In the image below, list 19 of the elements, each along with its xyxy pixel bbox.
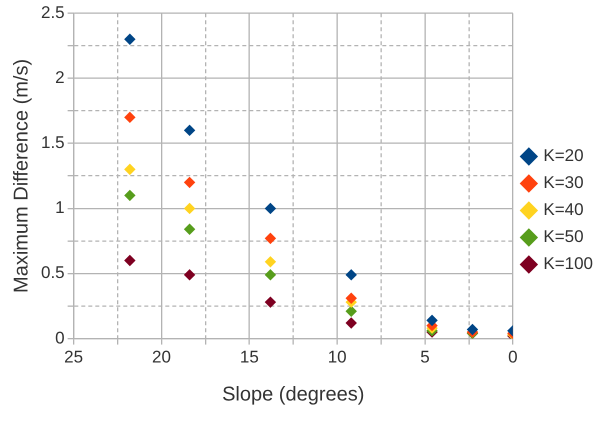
legend-label: K=40 xyxy=(543,200,584,220)
y-tick-label: 2.5 xyxy=(40,2,65,22)
legend-label: K=100 xyxy=(543,254,594,274)
x-tick-label: 5 xyxy=(420,347,430,366)
x-tick-label: 0 xyxy=(508,347,518,366)
y-tick-label: 1.5 xyxy=(40,133,65,152)
y-tick-label: 2 xyxy=(55,68,65,87)
x-axis-title: Slope (degrees) xyxy=(222,384,364,406)
x-tick-label: 15 xyxy=(240,347,259,366)
legend-label: K=50 xyxy=(543,227,584,246)
y-tick-label: 1 xyxy=(55,198,65,218)
legend-label: K=30 xyxy=(543,173,584,192)
y-tick-label: 0 xyxy=(55,328,65,348)
legend-label: K=20 xyxy=(543,146,584,166)
x-tick-label: 25 xyxy=(64,347,84,366)
y-tick-label: 0.5 xyxy=(40,263,65,282)
x-tick-label: 20 xyxy=(152,347,171,366)
x-tick-label: 10 xyxy=(328,347,347,366)
y-axis-title: Maximum Difference (m/s) xyxy=(10,58,33,293)
